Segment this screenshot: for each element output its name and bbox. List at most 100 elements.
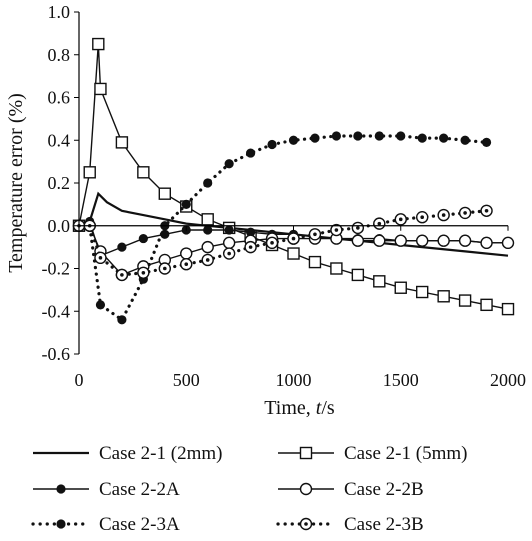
series-6-point-center bbox=[205, 258, 210, 262]
series-6-point-center bbox=[398, 217, 403, 222]
series-6-point-center bbox=[420, 215, 425, 219]
series-6-point-center bbox=[291, 236, 296, 241]
series-2-point bbox=[158, 187, 172, 200]
series-4-point bbox=[373, 234, 386, 247]
y-axis-title: Temperature error (%) bbox=[5, 93, 27, 273]
y-tick-label: 0.8 bbox=[48, 45, 71, 65]
series-6-point-center bbox=[120, 273, 124, 277]
legend-label: Case 2-3A bbox=[99, 514, 180, 535]
series-6-point-center bbox=[141, 270, 146, 275]
series-2-point bbox=[501, 302, 515, 316]
series-4-point bbox=[458, 234, 472, 247]
series-6-point-center bbox=[184, 262, 189, 267]
series-5-point bbox=[331, 131, 341, 141]
series-5-point bbox=[117, 315, 127, 325]
series-2-point bbox=[416, 285, 429, 299]
y-tick-label: 0.2 bbox=[48, 173, 71, 193]
series-3-point bbox=[224, 225, 234, 235]
y-tick-label: -0.2 bbox=[42, 259, 71, 279]
y-tick-label: 0.6 bbox=[48, 88, 71, 108]
y-tick-label: 1.0 bbox=[48, 2, 71, 22]
series-6 bbox=[72, 204, 493, 282]
legend-swatch-marker bbox=[56, 484, 66, 494]
x-axis-title: Time, t/s bbox=[264, 397, 335, 419]
series-5-point bbox=[224, 159, 234, 169]
series-3-point bbox=[246, 227, 256, 237]
series-5-point bbox=[310, 133, 320, 143]
series-2-point bbox=[373, 275, 386, 288]
series-2-point bbox=[437, 290, 450, 303]
x-tick-label: 0 bbox=[75, 370, 84, 390]
series-2-point bbox=[480, 298, 493, 312]
series-4-point bbox=[201, 240, 214, 254]
series-3-point bbox=[138, 233, 148, 244]
series-6-point-center bbox=[377, 221, 382, 226]
y-tick-label: -0.4 bbox=[42, 301, 71, 321]
series-2-point bbox=[115, 136, 129, 149]
series-4-point bbox=[416, 234, 429, 247]
legend-item-6: Case 2-3B bbox=[276, 514, 424, 535]
series-4-point bbox=[501, 236, 515, 250]
y-tick-label: -0.6 bbox=[42, 344, 71, 364]
series-5-point bbox=[181, 199, 191, 209]
series-5-point bbox=[95, 300, 106, 310]
series-6-point-center bbox=[334, 228, 339, 232]
series-2-point bbox=[351, 268, 365, 282]
series-3-point bbox=[203, 225, 213, 235]
legend-item-2: Case 2-1 (5mm) bbox=[278, 443, 467, 464]
series-5-point bbox=[481, 137, 492, 147]
series-6-point-center bbox=[356, 226, 360, 230]
series-5-point bbox=[460, 135, 470, 145]
series-6-point-center bbox=[313, 232, 317, 237]
y-tick-label: 0.0 bbox=[48, 216, 71, 236]
series-6-point-center bbox=[484, 208, 489, 213]
series-5-point bbox=[267, 139, 277, 150]
series-5 bbox=[74, 131, 492, 325]
series-5-point bbox=[374, 131, 384, 141]
series-4-point bbox=[180, 247, 193, 260]
legend-label: Case 2-1 (5mm) bbox=[344, 443, 467, 464]
legend-swatch-marker bbox=[299, 482, 313, 496]
plot-area bbox=[72, 37, 515, 325]
x-tick-label: 1500 bbox=[383, 370, 419, 390]
series-2-point bbox=[83, 166, 96, 179]
series-2-point bbox=[287, 247, 300, 260]
series-6-point-center bbox=[270, 241, 274, 245]
series-3-point bbox=[160, 229, 170, 239]
series-6-point-center bbox=[163, 266, 167, 271]
series-6-point-center bbox=[441, 213, 446, 217]
legend-item-4: Case 2-2B bbox=[278, 479, 424, 500]
series-5-point bbox=[417, 133, 427, 143]
series-2-point bbox=[137, 166, 150, 179]
legend-item-5: Case 2-3A bbox=[31, 514, 180, 535]
series-4-point bbox=[480, 236, 493, 250]
series-4-line bbox=[79, 225, 508, 276]
legend-swatch-marker bbox=[56, 519, 66, 529]
series-6-point-center bbox=[98, 256, 103, 260]
series-5-point bbox=[203, 178, 213, 188]
series-4-point bbox=[222, 236, 236, 250]
x-tick-label: 2000 bbox=[490, 370, 526, 390]
x-tick-label: 500 bbox=[173, 370, 200, 390]
series-5-point bbox=[439, 133, 449, 143]
series-5-point bbox=[288, 135, 299, 145]
axes: 1.0 0.8 0.6 0.4 0.2 0.0 -0.2 -0.4 -0.60 500 1000 15… bbox=[42, 2, 527, 390]
series-6-point-center bbox=[248, 245, 253, 249]
x-tick-label: 1000 bbox=[276, 370, 312, 390]
series-2-point bbox=[92, 37, 105, 51]
series-6-point-center bbox=[463, 211, 467, 215]
series-5-point bbox=[396, 131, 406, 141]
series-4-point bbox=[437, 234, 450, 247]
series-4-point bbox=[351, 234, 365, 247]
series-2-point bbox=[458, 294, 472, 307]
series-5-point bbox=[246, 148, 256, 158]
x-axis-title-variable: t bbox=[316, 397, 322, 419]
legend-label: Case 2-3B bbox=[344, 514, 424, 535]
x-axis-title-prefix: Time, bbox=[264, 397, 316, 419]
series-6-point-center bbox=[227, 251, 231, 256]
y-tick-label: 0.4 bbox=[48, 130, 71, 150]
series-2-point bbox=[394, 281, 407, 294]
legend-label: Case 2-2B bbox=[344, 479, 424, 500]
series-2-point bbox=[201, 213, 214, 226]
